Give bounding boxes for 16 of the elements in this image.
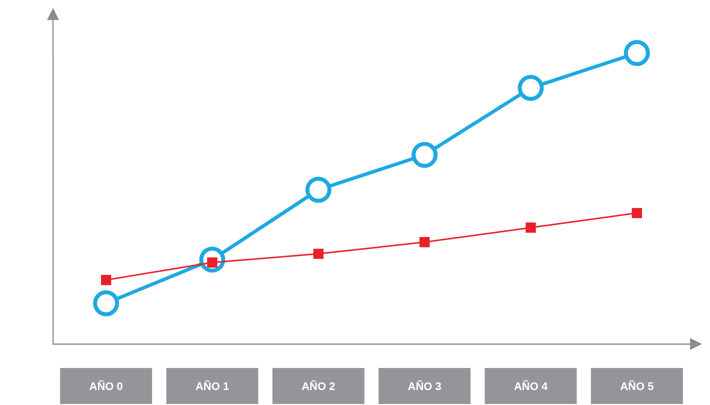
x-tick-label: AÑO 3: [408, 380, 442, 394]
x-tick-label: AÑO 5: [620, 380, 654, 394]
point: [93, 290, 120, 316]
x-tick-label: AÑO 2: [302, 380, 336, 394]
x-tick-label: AÑO 1: [195, 380, 230, 394]
x-tick-label: AÑO 4: [514, 380, 548, 394]
point: [624, 40, 650, 66]
point: [100, 274, 112, 286]
point: [632, 208, 642, 218]
x-tick-label: AÑO 0: [89, 380, 123, 394]
point: [305, 176, 332, 203]
point: [419, 237, 430, 248]
point: [412, 142, 438, 168]
point: [313, 248, 324, 259]
point: [518, 74, 544, 101]
point: [526, 222, 536, 233]
